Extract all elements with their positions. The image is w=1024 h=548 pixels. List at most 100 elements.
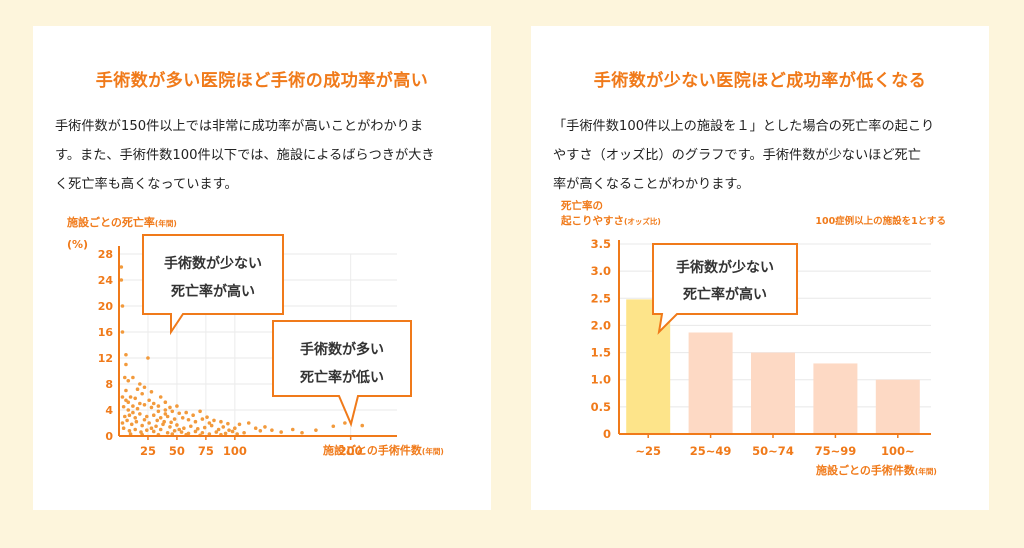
scatter-point <box>168 405 172 410</box>
bar-bars <box>626 299 920 434</box>
scatter-point <box>184 410 188 415</box>
scatter-point <box>122 375 127 380</box>
scatter-point <box>227 428 231 432</box>
scatter-point <box>125 418 129 423</box>
svg-text:施設ごとの死亡率(年間): 施設ごとの死亡率(年間) <box>67 215 177 229</box>
x-tick-label: 100~ <box>881 444 915 458</box>
bar <box>813 363 858 434</box>
scatter-point <box>242 430 246 435</box>
y-tick-label: 16 <box>98 326 114 339</box>
svg-text:起こりやすさ(オッズ比): 起こりやすさ(オッズ比) <box>560 214 661 227</box>
scatter-point <box>135 406 140 411</box>
scatter-point <box>151 413 156 418</box>
scatter-point <box>120 421 125 425</box>
scatter-point <box>138 382 142 386</box>
left-panel-title: 手術数が多い医院ほど手術の成功率が高い <box>95 71 429 91</box>
callout-many-surgeries: 手術数が多い 死亡率が低い <box>272 320 412 428</box>
right-panel: 手術数が少ない医院ほど成功率が低くなる 「手術件数100件以上の施設を１」とした… <box>531 26 989 510</box>
scatter-point <box>214 430 219 434</box>
x-axis-title-suffix: (年間) <box>422 446 444 456</box>
y-tick-label: 1.0 <box>591 373 611 387</box>
scatter-point <box>270 428 274 432</box>
scatter-point <box>200 430 205 435</box>
scatter-point <box>246 421 251 425</box>
scatter-point <box>126 408 131 412</box>
scatter-point <box>121 426 126 431</box>
scatter-point <box>140 423 144 428</box>
scatter-point <box>195 427 200 431</box>
scatter-point <box>179 430 184 434</box>
scatter-point <box>158 427 163 432</box>
scatter-point <box>253 426 258 431</box>
y-tick-label: 4 <box>105 404 113 417</box>
scatter-point <box>172 429 177 433</box>
x-tick-label: 100 <box>223 444 247 458</box>
callout-few-surgeries: 手術数が少ない 死亡率が高い <box>142 234 284 336</box>
scatter-point <box>158 395 163 399</box>
left-panel-description: 手術件数が150件以上では非常に成功率が高いことがわかりま す。また、手術件数1… <box>55 112 475 199</box>
y-tick-label: 0.5 <box>591 400 611 414</box>
scatter-point <box>142 385 147 390</box>
y-axis-title-line2: 起こりやすさ <box>560 214 624 227</box>
scatter-point <box>133 416 138 420</box>
scatter-point <box>279 430 283 434</box>
scatter-point <box>169 420 173 425</box>
x-axis-title: 施設ごとの手術件数 <box>816 463 916 477</box>
scatter-point <box>129 422 134 427</box>
x-tick-label: 75~99 <box>815 444 857 458</box>
description-line: 率が高くなることがわかります。 <box>553 177 750 192</box>
scatter-point <box>147 421 151 425</box>
scatter-point <box>175 404 179 408</box>
scatter-point <box>168 425 172 429</box>
callout-1-line2: 死亡率が高い <box>170 283 255 300</box>
y-tick-label: 2.0 <box>591 318 611 332</box>
scatter-point <box>230 429 235 434</box>
scatter-point <box>198 409 202 414</box>
scatter-point <box>205 415 209 419</box>
x-tick-label: 75 <box>198 444 214 458</box>
scatter-point <box>180 416 185 420</box>
callout-2-line2: 死亡率が低い <box>299 369 384 386</box>
scatter-point <box>165 414 170 419</box>
scatter-point <box>235 432 239 436</box>
scatter-point <box>182 426 186 431</box>
x-tick-label: 50~74 <box>752 444 794 458</box>
scatter-point <box>126 378 131 383</box>
scatter-axes: 0 4 8 12 16 20 24 28 25 50 75 100 200 <box>98 246 397 458</box>
scatter-point <box>233 426 237 431</box>
scatter-point <box>165 430 170 435</box>
y-tick-label: 2.5 <box>591 291 611 305</box>
scatter-point <box>134 419 139 424</box>
bar-chart: 0 0.5 1.0 1.5 2.0 2.5 3.0 3.5 ~25 25~49 50~74 75~99… <box>560 199 946 477</box>
y-axis-title: 施設ごとの死亡率 <box>67 215 155 229</box>
bar <box>751 352 795 434</box>
scatter-point <box>124 352 128 357</box>
y-tick-label: 3.5 <box>591 237 611 251</box>
x-axis-title-suffix: (年間) <box>915 466 937 476</box>
y-tick-label: 24 <box>98 274 114 287</box>
bar <box>688 332 733 434</box>
scatter-point <box>290 427 295 432</box>
scatter-point <box>142 403 147 407</box>
y-tick-label: 8 <box>105 378 113 391</box>
scatter-points <box>119 265 365 438</box>
scatter-point <box>128 432 133 436</box>
scatter-point <box>175 423 179 427</box>
scatter-point <box>343 421 347 425</box>
right-panel-title: 手術数が少ない医院ほど成功率が低くなる <box>593 71 927 91</box>
scatter-point <box>172 417 177 421</box>
x-axis-title: 施設ごとの手術件数 <box>323 443 423 457</box>
scatter-point <box>193 429 198 434</box>
scatter-point <box>128 395 133 399</box>
chart-note: 100症例以上の施設を1とする <box>815 215 946 227</box>
scatter-point <box>142 417 147 422</box>
y-tick-label: 3.0 <box>591 264 611 278</box>
scatter-point <box>145 414 149 419</box>
x-tick-label: 25~49 <box>690 444 732 458</box>
scatter-point <box>226 421 230 426</box>
scatter-point <box>151 429 156 434</box>
scatter-point <box>138 401 142 406</box>
scatter-point <box>177 427 182 432</box>
y-tick-label: 20 <box>98 300 114 313</box>
